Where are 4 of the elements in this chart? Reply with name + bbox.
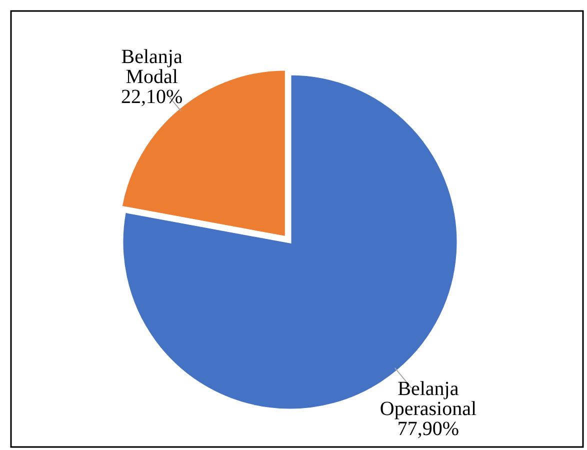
data-label: 22,10% — [120, 86, 183, 108]
slice-label: Belanja Operasional — [380, 378, 477, 420]
data-label: 77,90% — [397, 418, 460, 440]
slice-label: Belanja Modal — [121, 46, 182, 88]
